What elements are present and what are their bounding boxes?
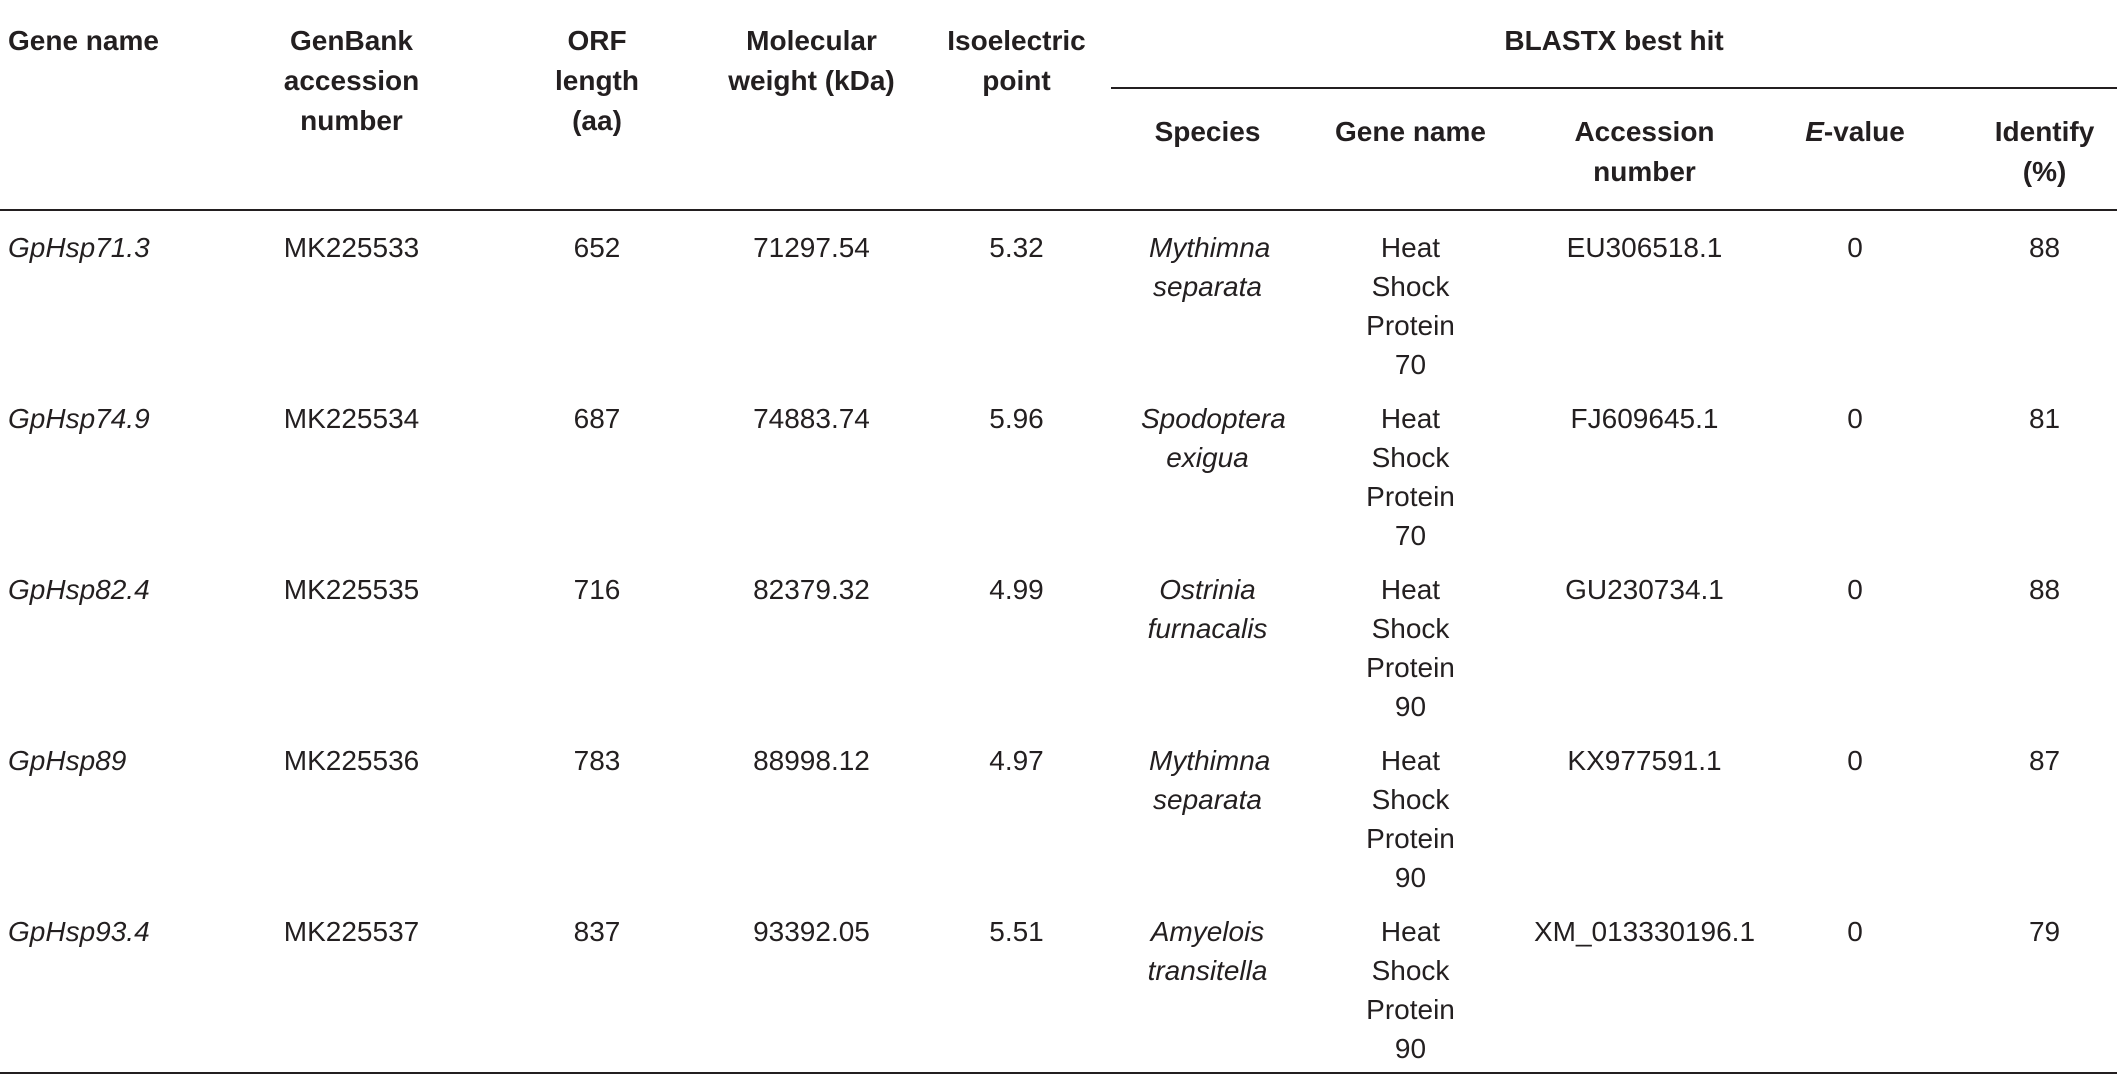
cell-hit-gene: Heat Shock Protein 90 bbox=[1366, 574, 1455, 722]
cell-gene: GpHsp82.4 bbox=[8, 574, 150, 605]
cell-hit-gene: Heat Shock Protein 70 bbox=[1366, 232, 1455, 380]
cell-species: Spodoptera exigua bbox=[1141, 403, 1286, 473]
header-molecular-weight: Molecular weight (kDa) bbox=[701, 0, 922, 211]
table-body: GpHsp71.3 MK225533 652 71297.54 5.32 Myt… bbox=[0, 210, 2117, 1074]
cell-gene: GpHsp74.9 bbox=[8, 403, 150, 434]
cell-orf: 783 bbox=[573, 745, 621, 776]
cell-accession: GU230734.1 bbox=[1565, 574, 1724, 605]
cell-genbank: MK225534 bbox=[283, 403, 420, 434]
cell-orf: 687 bbox=[573, 403, 621, 434]
header-genbank-accession: GenBank accession number bbox=[210, 0, 493, 211]
header-e-value-italic: E bbox=[1805, 116, 1824, 147]
cell-hit-gene: Heat Shock Protein 90 bbox=[1304, 897, 1517, 1074]
cell-identify: 81 bbox=[2028, 403, 2061, 434]
cell-pi: 4.97 bbox=[989, 745, 1044, 776]
header-accession-number-label: Accession number bbox=[1574, 116, 1715, 187]
cell-species: Ostrinia furnacalis bbox=[1147, 574, 1268, 644]
table-row: GpHsp74.9 MK225534 687 74883.74 5.96 Spo… bbox=[0, 384, 2117, 555]
cell-identify: 79 bbox=[1938, 897, 2117, 1074]
cell-accession: KX977591.1 bbox=[1567, 745, 1722, 776]
table-row: GpHsp93.4 MK225537 837 93392.05 5.51 Amy… bbox=[0, 897, 2117, 1074]
cell-accession: FJ609645.1 bbox=[1570, 403, 1719, 434]
cell-mw: 74883.74 bbox=[753, 403, 870, 434]
cell-pi: 5.51 bbox=[922, 897, 1111, 1074]
cell-species: Mythimna separata bbox=[1149, 745, 1271, 815]
cell-identify: 88 bbox=[2028, 574, 2061, 605]
table-row: GpHsp71.3 MK225533 652 71297.54 5.32 Myt… bbox=[0, 210, 2117, 384]
header-accession-number: Accession number bbox=[1517, 88, 1772, 211]
header-isoelectric-point: Isoelectric point bbox=[922, 0, 1111, 211]
cell-genbank: MK225535 bbox=[283, 574, 420, 605]
cell-pi: 4.99 bbox=[989, 574, 1044, 605]
cell-pi: 5.96 bbox=[989, 403, 1044, 434]
cell-mw: 82379.32 bbox=[753, 574, 870, 605]
cell-accession: XM_013330196.1 bbox=[1517, 897, 1772, 1074]
cell-species: Amyelois transitella bbox=[1111, 897, 1304, 1074]
header-row-2: Species Gene name Accession number E-val… bbox=[0, 88, 2117, 211]
cell-hit-gene: Heat Shock Protein 70 bbox=[1366, 403, 1455, 551]
header-species: Species bbox=[1111, 88, 1304, 211]
cell-genbank: MK225533 bbox=[283, 232, 420, 263]
cell-hit-gene: Heat Shock Protein 90 bbox=[1366, 745, 1455, 893]
cell-orf: 837 bbox=[493, 897, 701, 1074]
cell-accession: EU306518.1 bbox=[1566, 232, 1723, 263]
cell-identify: 88 bbox=[2028, 232, 2061, 263]
cell-mw: 88998.12 bbox=[753, 745, 870, 776]
cell-evalue: 0 bbox=[1847, 574, 1863, 605]
header-e-value: E-value bbox=[1772, 88, 1938, 211]
header-blastx-best-hit: BLASTX best hit bbox=[1111, 0, 2117, 89]
cell-species: Mythimna separata bbox=[1149, 232, 1271, 302]
header-gene-name: Gene name bbox=[0, 0, 210, 211]
cell-mw: 93392.05 bbox=[701, 897, 922, 1074]
header-identify: Identify (%) bbox=[1938, 88, 2117, 211]
cell-mw: 71297.54 bbox=[753, 232, 870, 263]
cell-gene: GpHsp93.4 bbox=[0, 897, 210, 1074]
table-row: GpHsp82.4 MK225535 716 82379.32 4.99 Ost… bbox=[0, 555, 2117, 726]
header-row-1: Gene name GenBank accession number ORF l… bbox=[0, 0, 2117, 211]
cell-orf: 652 bbox=[573, 232, 621, 263]
cell-gene: GpHsp89 bbox=[8, 745, 127, 776]
header-hit-gene-name: Gene name bbox=[1304, 88, 1517, 211]
cell-genbank: MK225537 bbox=[210, 897, 493, 1074]
cell-gene: GpHsp71.3 bbox=[8, 232, 150, 263]
cell-genbank: MK225536 bbox=[283, 745, 420, 776]
cell-evalue: 0 bbox=[1847, 232, 1863, 263]
cell-identify: 87 bbox=[2028, 745, 2061, 776]
cell-evalue: 0 bbox=[1847, 745, 1863, 776]
header-e-value-rest: -value bbox=[1823, 116, 1905, 147]
cell-orf: 716 bbox=[573, 574, 621, 605]
header-orf-length: ORF length (aa) bbox=[493, 0, 701, 211]
table-row: GpHsp89 MK225536 783 88998.12 4.97 Mythi… bbox=[0, 726, 2117, 897]
cell-evalue: 0 bbox=[1847, 403, 1863, 434]
cell-evalue: 0 bbox=[1772, 897, 1938, 1074]
table-header: Gene name GenBank accession number ORF l… bbox=[0, 0, 2117, 211]
cell-pi: 5.32 bbox=[989, 232, 1044, 263]
